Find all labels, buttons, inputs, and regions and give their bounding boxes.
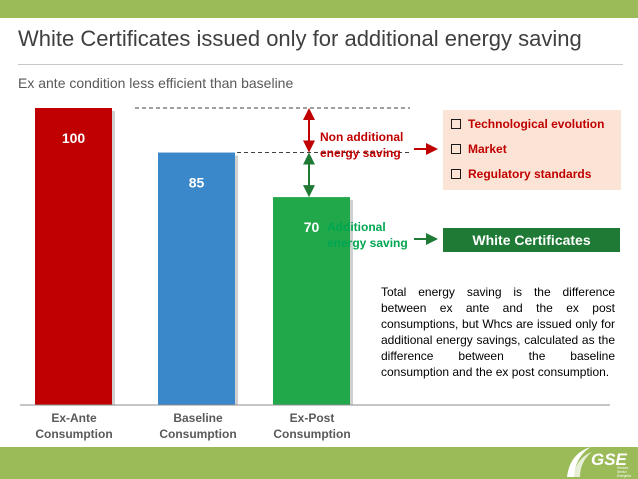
additional-callout-line: Additional <box>327 220 386 234</box>
factor-item-label: Technological evolution <box>468 117 605 131</box>
non-additional-callout-line: energy saving <box>320 146 401 160</box>
category-label-ex-post: Ex-Post Consumption <box>262 410 362 442</box>
category-label-line: Ex-Post <box>289 411 335 425</box>
explanation-note: Total energy saving is the difference be… <box>381 285 615 379</box>
slide-subtitle: Ex ante condition less efficient than ba… <box>18 75 294 91</box>
additional-callout-line: energy saving <box>327 236 408 250</box>
gse-logo-text: GSE <box>591 450 628 469</box>
non-additional-callout-line: Non additional <box>320 130 404 144</box>
category-label-line: Baseline <box>173 411 223 425</box>
category-label-line: Consumption <box>273 427 351 441</box>
category-label-line: Consumption <box>35 427 113 441</box>
gse-logo-tagline: Energetici <box>617 474 631 478</box>
bar <box>158 152 235 405</box>
checkbox-icon <box>451 144 461 154</box>
title-divider <box>18 64 623 65</box>
category-label-line: Ex-Ante <box>51 411 97 425</box>
factor-item: Market <box>451 142 507 156</box>
category-label-ex-ante: Ex-Ante Consumption <box>24 410 124 442</box>
non-additional-factors-box: Technological evolution Market Regulator… <box>443 110 621 190</box>
bar <box>35 108 112 405</box>
bar-value-label: 100 <box>62 130 86 146</box>
bottom-accent-band <box>0 447 638 479</box>
gse-logo-tagline: Gestore <box>617 466 629 470</box>
slide-title: White Certificates issued only for addit… <box>18 26 582 51</box>
bar-value-label: 85 <box>189 175 205 191</box>
white-certificates-box: White Certificates <box>443 228 620 252</box>
category-label-line: Consumption <box>159 427 237 441</box>
checkbox-icon <box>451 119 461 129</box>
category-label-baseline: Baseline Consumption <box>148 410 248 442</box>
factor-item-label: Regulatory standards <box>468 167 592 181</box>
gse-logo: GSE Gestore Servizi Energetici <box>567 447 631 478</box>
gse-logo-swoosh-icon <box>573 452 592 477</box>
factor-item-label: Market <box>468 142 507 156</box>
gse-logo-swoosh-icon <box>567 447 591 477</box>
non-additional-callout: Non additional energy saving <box>320 129 403 161</box>
gse-logo-tagline: Servizi <box>617 470 627 474</box>
top-accent-band <box>0 0 638 18</box>
additional-callout: Additional energy saving <box>327 219 408 251</box>
factor-item: Regulatory standards <box>451 167 591 181</box>
bar <box>273 197 350 405</box>
bar-value-label: 70 <box>304 219 320 235</box>
checkbox-icon <box>451 169 461 179</box>
factor-item: Technological evolution <box>451 117 604 131</box>
